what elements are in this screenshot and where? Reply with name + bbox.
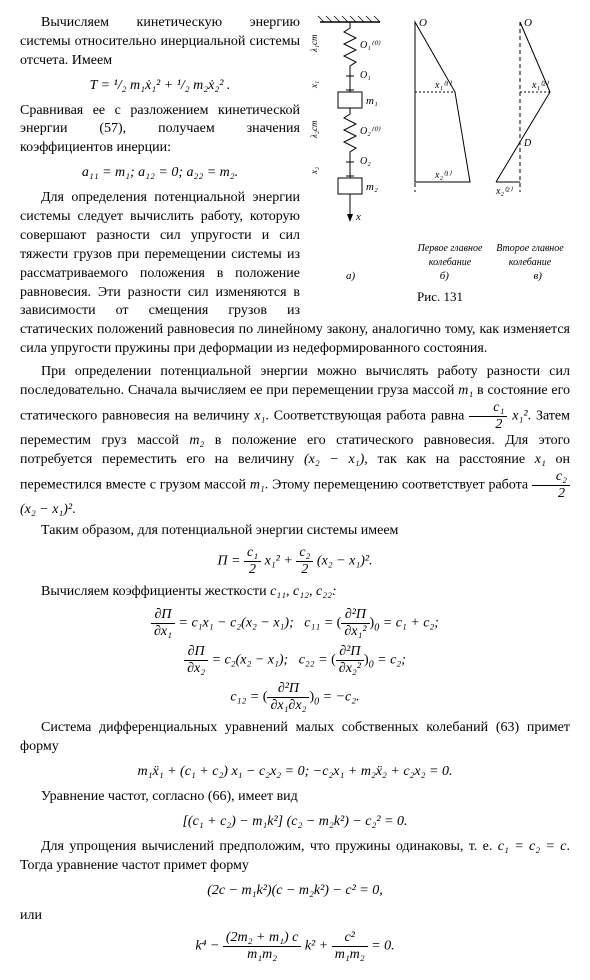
para-8: Уравнение частот, согласно (66), имеет в… bbox=[20, 788, 570, 807]
o-b-label: O bbox=[419, 17, 427, 29]
figure-131: O₁⁽⁰⁾ O₁ m₁ O₂⁽⁰⁾ O₂ m₂ x λ₁ст x₁ λ₂ст x… bbox=[310, 12, 570, 305]
fig-text-1: Первое главное колебание bbox=[410, 242, 490, 269]
x-axis-label: x bbox=[355, 211, 361, 223]
para-10: или bbox=[20, 907, 570, 926]
o10-label: O₁⁽⁰⁾ bbox=[360, 40, 381, 51]
para-7: Система дифференциальных уравнений малых… bbox=[20, 719, 570, 757]
o20-label: O₂⁽⁰⁾ bbox=[360, 126, 381, 137]
o2-label: O₂ bbox=[360, 156, 371, 167]
fig-label-b: б) bbox=[440, 269, 449, 284]
x11-label: x₁⁽¹⁾ bbox=[434, 80, 452, 91]
d-label: D bbox=[523, 138, 532, 149]
x1-side-label: x₁ bbox=[310, 81, 319, 89]
figure-caption: Рис. 131 bbox=[310, 288, 570, 306]
eq-simplified: (2c − m₁k²)(c − m₂k²) − c² = 0, bbox=[20, 882, 570, 901]
x12-label: x₁⁽²⁾ bbox=[531, 80, 549, 91]
m2-label: m₂ bbox=[366, 181, 378, 193]
para-4: При определении потенциальной энергии мо… bbox=[20, 363, 570, 519]
lambda1-label: λ₁ст bbox=[310, 34, 319, 53]
x21-label: x₂⁽¹⁾ bbox=[434, 170, 452, 181]
m1-label: m₁ bbox=[366, 95, 378, 107]
para-9: Для упрощения вычислений предположим, чт… bbox=[20, 838, 570, 876]
para-5: Таким образом, для потенциальной энергии… bbox=[20, 522, 570, 541]
fig-label-c: в) bbox=[534, 269, 542, 284]
fig-label-a: а) bbox=[346, 269, 355, 284]
x2-side-label: x₂ bbox=[310, 167, 319, 175]
x22-label: x₂⁽²⁾ bbox=[495, 186, 513, 197]
o-c-label: O bbox=[524, 17, 532, 29]
eq-freq: [(c₁ + c₂) − m₁k²] (c₂ − m₂k²) − c₂² = 0… bbox=[20, 813, 570, 832]
fig-text-2: Второе главное колебание bbox=[490, 242, 570, 269]
eq-k4: k⁴ − (2m₂ + m₁) cm₁m₂ k² + c²m₁m₂ = 0. bbox=[20, 931, 570, 962]
eq-c12: c₁₂ = (∂²П∂x₁∂x₂)0 = −c₂. bbox=[20, 682, 570, 713]
eq-c22: ∂П∂x₂ = c₂(x₂ − x₁); c₂₂ = (∂²П∂x₂²)0 = … bbox=[20, 645, 570, 676]
eq-potential: П = c₁2 x₁² + c₂2 (x₂ − x₁)². bbox=[20, 546, 570, 577]
figure-svg: O₁⁽⁰⁾ O₁ m₁ O₂⁽⁰⁾ O₂ m₂ x λ₁ст x₁ λ₂ст x… bbox=[310, 12, 570, 242]
lambda2-label: λ₂ст bbox=[310, 120, 319, 139]
eq-c11: ∂П∂x₁ = c₁x₁ − c₂(x₂ − x₁); c₁₁ = (∂²П∂x… bbox=[20, 608, 570, 639]
eq-system: m₁ẍ₁ + (c₁ + c₂) x₁ − c₂x₂ = 0; −c₂x₁ + … bbox=[20, 763, 570, 782]
o1-label: O₁ bbox=[360, 70, 371, 81]
para-6: Вычисляем коэффициенты жесткости c₁₁, c₁… bbox=[20, 583, 570, 602]
